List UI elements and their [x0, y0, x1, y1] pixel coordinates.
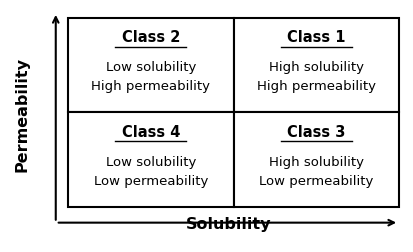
Text: High solubility
High permeability: High solubility High permeability — [257, 61, 376, 93]
Text: Class 2: Class 2 — [121, 30, 180, 45]
Text: Low solubility
High permeability: Low solubility High permeability — [91, 61, 210, 93]
Text: Class 1: Class 1 — [287, 30, 346, 45]
Text: Permeability: Permeability — [15, 57, 30, 171]
Text: Class 4: Class 4 — [121, 124, 180, 139]
Text: Class 3: Class 3 — [287, 124, 346, 139]
Bar — [68, 19, 234, 113]
Bar — [68, 113, 234, 207]
Text: High solubility
Low permeability: High solubility Low permeability — [259, 155, 374, 187]
Text: Low solubility
Low permeability: Low solubility Low permeability — [93, 155, 208, 187]
Text: Solubility: Solubility — [185, 216, 271, 231]
Bar — [234, 19, 399, 113]
Bar — [234, 113, 399, 207]
